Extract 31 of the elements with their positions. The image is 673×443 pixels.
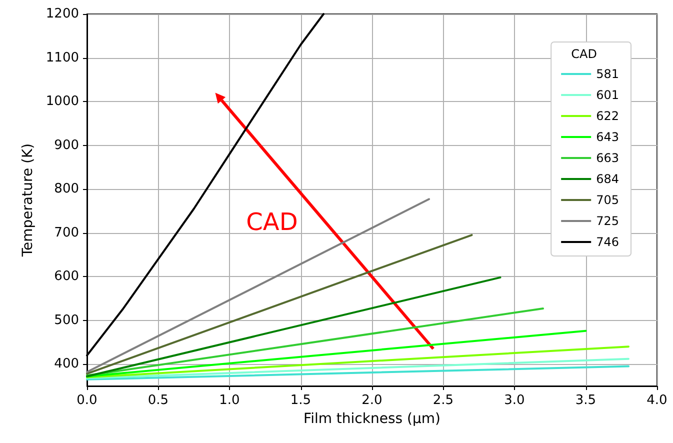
y-tick-label: 800: [54, 182, 79, 197]
legend-label: 601: [596, 88, 619, 102]
y-tick-label: 400: [54, 356, 79, 372]
legend-label: 746: [596, 235, 619, 249]
y-tick-label: 1000: [46, 94, 79, 110]
x-tick-label: 3.0: [504, 393, 525, 408]
legend-label: 622: [596, 109, 619, 123]
y-tick-label: 600: [54, 269, 79, 284]
x-tick-label: 1.0: [219, 393, 240, 408]
x-axis-title: Film thickness (µm): [304, 411, 440, 427]
legend-label: 663: [596, 151, 619, 165]
x-tick-label: 0.5: [148, 393, 169, 408]
y-tick-label: 900: [54, 138, 79, 153]
legend-label: 725: [596, 214, 619, 228]
legend-label: 581: [596, 67, 619, 81]
legend-title: CAD: [571, 47, 597, 61]
legend-label: 684: [596, 172, 619, 186]
y-tick-label: 1100: [46, 50, 79, 66]
y-tick-label: 1200: [46, 6, 79, 22]
y-axis-title: Temperature (K): [20, 143, 36, 258]
x-tick-label: 3.5: [575, 393, 596, 408]
x-tick-label: 0.0: [76, 393, 98, 408]
x-tick-label: 1.5: [290, 393, 312, 408]
annotation: CAD: [246, 208, 298, 236]
y-tick-label: 700: [54, 225, 79, 240]
x-tick-label: 2.5: [432, 393, 454, 408]
x-tick-label: 4.0: [646, 393, 668, 408]
legend-label: 705: [596, 193, 619, 207]
y-tick-label: 500: [54, 312, 79, 328]
x-tick-label: 2.0: [362, 393, 382, 408]
legend-label: 643: [596, 130, 619, 144]
